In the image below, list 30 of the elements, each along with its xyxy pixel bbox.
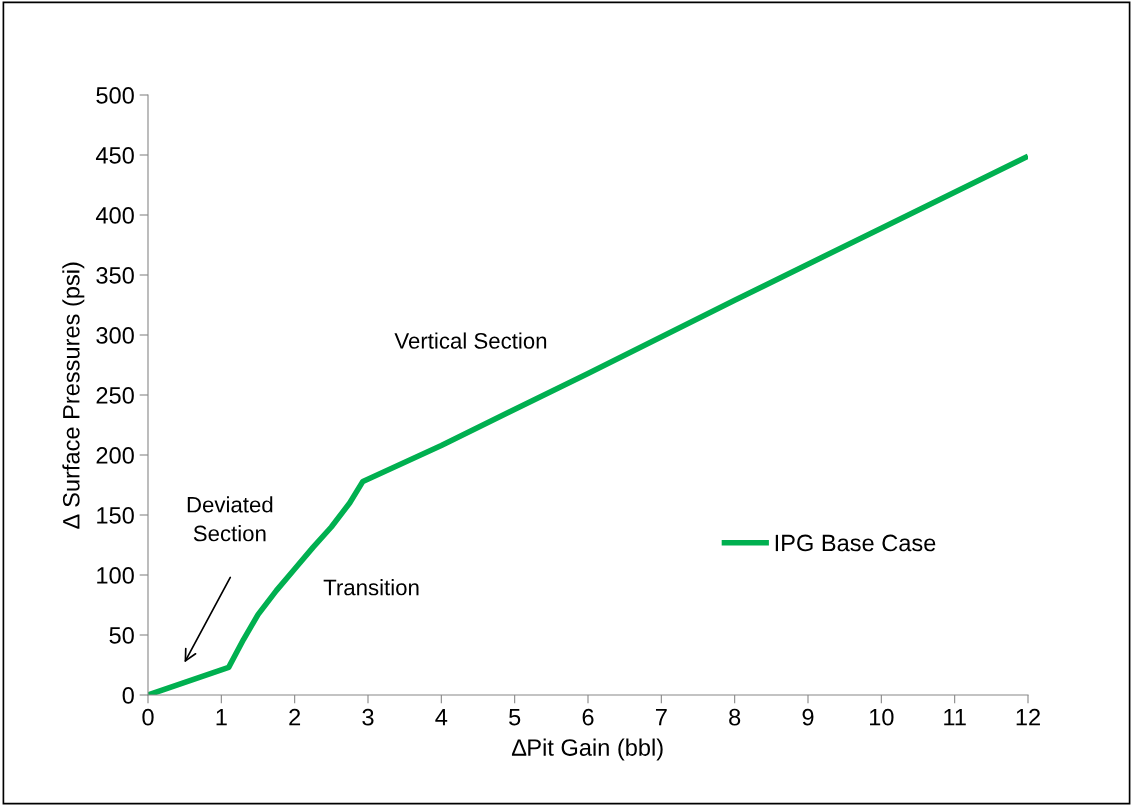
x-tick-label: 10	[870, 708, 894, 726]
annotation: Transition	[323, 579, 419, 596]
x-tick-label: 8	[729, 708, 741, 726]
annotation: Vertical Section	[394, 332, 547, 349]
x-tick-label: 3	[362, 708, 374, 726]
y-tick-label: 350	[96, 267, 134, 284]
y-tick-label: 150	[97, 507, 134, 524]
x-tick-label: 7	[655, 709, 667, 726]
x-tick-label: 5	[509, 709, 521, 726]
y-tick-label: 0	[122, 687, 134, 704]
legend-label: IPG Base Case	[775, 534, 936, 552]
x-tick-label: 0	[142, 708, 154, 726]
y-tick-label: 50	[109, 627, 134, 644]
x-tick-label: 9	[802, 708, 814, 726]
y-tick-label: 100	[97, 567, 134, 584]
y-tick-label: 500	[96, 87, 134, 104]
annotation: Deviated Section	[187, 496, 273, 542]
x-axis-title: ∆Pit Gain (bbl)	[511, 738, 663, 761]
y-axis-title: ∆ Surface Pressures (psi)	[62, 262, 85, 529]
y-tick-label: 250	[96, 387, 134, 404]
y-tick-label: 400	[95, 207, 134, 224]
x-tick-label: 1	[216, 709, 227, 726]
x-tick-label: 11	[944, 709, 966, 726]
y-tick-label: 300	[96, 327, 134, 344]
y-tick-label: 200	[96, 447, 134, 464]
x-tick-label: 2	[289, 708, 301, 726]
y-tick-label: 450	[95, 147, 134, 164]
x-tick-label: 12	[1016, 708, 1040, 726]
x-tick-label: 4	[435, 709, 448, 726]
x-tick-label: 6	[582, 708, 594, 726]
